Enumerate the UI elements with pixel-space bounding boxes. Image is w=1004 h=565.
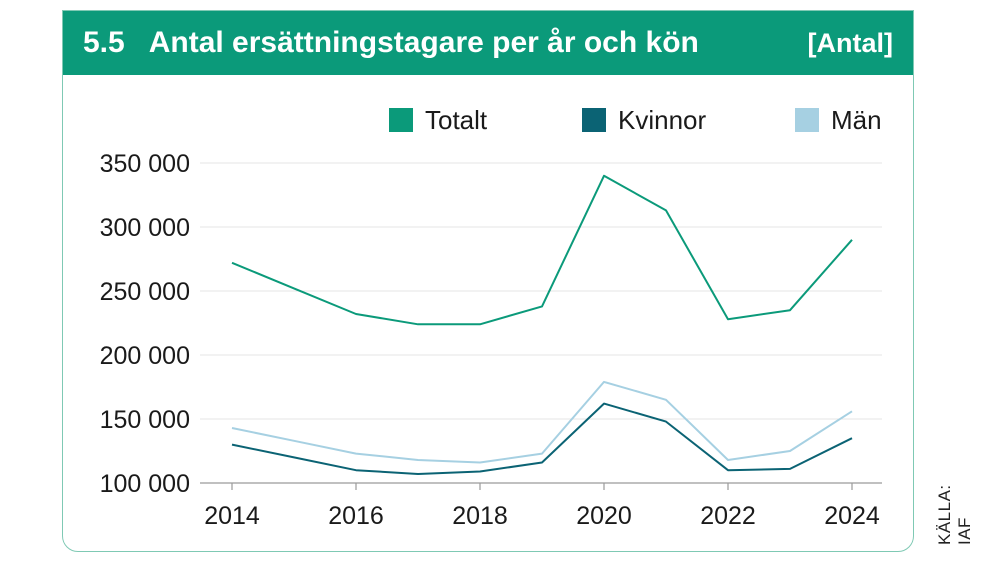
x-tick-label: 2022: [700, 502, 756, 530]
y-tick-label: 250 000: [100, 278, 190, 306]
y-tick-label: 100 000: [100, 470, 190, 498]
y-tick-label: 300 000: [100, 214, 190, 242]
legend-swatch-totalt: [389, 108, 413, 132]
legend-swatch-kvinnor: [582, 108, 606, 132]
y-tick-label: 150 000: [100, 406, 190, 434]
series-line-män: [231, 380, 853, 464]
y-tick-label: 200 000: [100, 342, 190, 370]
x-tick-label: 2020: [576, 502, 632, 530]
source-label: KÄLLA: IAF: [935, 484, 974, 545]
unit-label: [Antal]: [807, 27, 893, 58]
x-tick-label: 2018: [452, 502, 508, 530]
x-tick-label: 2016: [328, 502, 384, 530]
legend-swatch-män: [795, 108, 819, 132]
x-tick-label: 2014: [204, 502, 260, 530]
figure-number: 5.5: [83, 26, 125, 59]
legend-label-totalt: Totalt: [425, 105, 488, 135]
series-line-kvinnor: [231, 402, 853, 475]
chart-header: 5.5 Antal ersättningstagare per år och k…: [63, 11, 913, 75]
x-tick-label: 2024: [824, 502, 880, 530]
series-line-totalt: [231, 174, 853, 326]
chart-title: Antal ersättningstagare per år och kön: [148, 26, 699, 59]
y-tick-label: 350 000: [100, 150, 190, 178]
legend-label-kvinnor: Kvinnor: [618, 105, 706, 135]
legend-label-män: Män: [831, 105, 882, 135]
